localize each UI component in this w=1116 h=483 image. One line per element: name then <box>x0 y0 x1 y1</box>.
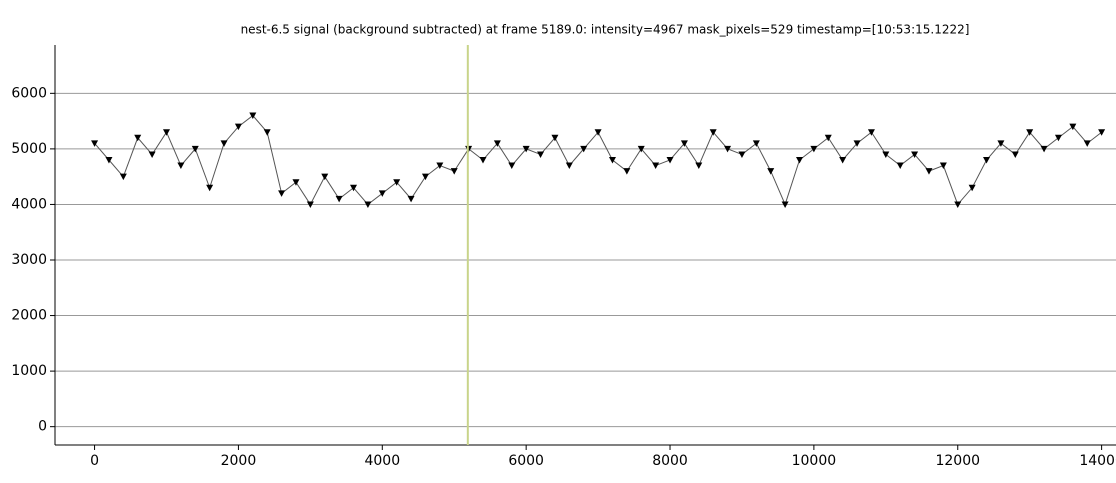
triangle-marker <box>810 145 818 153</box>
triangle-marker <box>680 140 688 147</box>
triangle-marker <box>824 134 832 142</box>
triangle-marker <box>91 140 99 147</box>
triangle-marker <box>220 140 228 147</box>
y-tick-label: 5000 <box>11 141 47 157</box>
triangle-marker <box>522 145 530 153</box>
triangle-marker <box>565 162 573 170</box>
triangle-marker <box>350 184 358 192</box>
triangle-marker <box>393 179 401 186</box>
triangle-marker <box>724 145 732 153</box>
triangle-marker <box>278 190 286 197</box>
triangle-marker <box>306 201 314 208</box>
y-tick-label: 4000 <box>11 196 47 212</box>
triangle-marker <box>1083 140 1091 147</box>
triangle-marker <box>162 129 170 136</box>
triangle-marker <box>795 157 803 164</box>
triangle-marker <box>436 162 444 170</box>
y-tick-label: 0 <box>38 419 47 435</box>
x-tick-label: 6000 <box>508 453 544 469</box>
triangle-marker <box>867 129 875 136</box>
triangle-marker <box>911 151 919 158</box>
triangle-marker <box>378 190 386 197</box>
triangle-marker <box>105 157 113 164</box>
triangle-marker <box>738 151 746 158</box>
triangle-marker <box>321 173 329 181</box>
triangle-marker <box>1026 129 1034 136</box>
triangle-marker <box>623 168 631 175</box>
x-tick-label: 0 <box>90 453 99 469</box>
x-tick-label: 8000 <box>652 453 688 469</box>
triangle-marker <box>421 173 429 181</box>
y-tick-label: 3000 <box>11 252 47 268</box>
triangle-marker <box>666 157 674 164</box>
triangle-marker <box>177 162 185 170</box>
triangle-marker <box>968 184 976 192</box>
triangle-marker <box>1040 145 1048 153</box>
triangle-marker <box>608 157 616 164</box>
triangle-marker <box>537 151 545 158</box>
triangle-marker <box>896 162 904 170</box>
triangle-marker <box>954 201 962 208</box>
triangle-marker <box>364 201 372 208</box>
triangle-marker <box>1069 123 1077 131</box>
triangle-marker <box>767 168 775 175</box>
triangle-marker <box>479 157 487 164</box>
triangle-marker <box>292 179 300 186</box>
triangle-marker <box>939 162 947 170</box>
triangle-marker <box>882 151 890 158</box>
triangle-marker <box>119 173 127 181</box>
triangle-marker <box>134 134 142 142</box>
triangle-marker <box>191 145 199 153</box>
triangle-marker <box>234 123 242 131</box>
triangle-marker <box>493 140 501 147</box>
triangle-marker <box>781 201 789 208</box>
triangle-marker <box>580 145 588 153</box>
y-tick-label: 6000 <box>11 85 47 101</box>
triangle-marker <box>335 195 343 203</box>
triangle-marker <box>1098 129 1106 136</box>
triangle-marker <box>637 145 645 153</box>
triangle-marker <box>450 168 458 175</box>
triangle-marker <box>853 140 861 147</box>
series-line <box>94 114 1102 206</box>
triangle-marker <box>1054 134 1062 142</box>
x-tick-label: 10000 <box>792 453 837 469</box>
x-tick-label: 14000 <box>1079 453 1116 469</box>
triangle-marker <box>1011 151 1019 158</box>
triangle-marker <box>407 195 415 203</box>
triangle-marker <box>594 129 602 136</box>
triangle-marker <box>249 112 257 120</box>
y-tick-label: 2000 <box>11 308 47 324</box>
triangle-marker <box>206 184 214 192</box>
y-tick-label: 1000 <box>11 363 47 379</box>
x-tick-label: 12000 <box>935 453 980 469</box>
triangle-marker <box>983 157 991 164</box>
triangle-marker <box>263 129 271 136</box>
triangle-marker <box>997 140 1005 147</box>
x-tick-label: 2000 <box>221 453 257 469</box>
chart-title: nest-6.5 signal (background subtracted) … <box>241 23 970 37</box>
triangle-marker <box>839 157 847 164</box>
triangle-marker <box>752 140 760 147</box>
triangle-marker <box>551 134 559 142</box>
x-tick-label: 4000 <box>364 453 400 469</box>
triangle-marker <box>652 162 660 170</box>
triangle-marker <box>148 151 156 158</box>
triangle-marker <box>925 168 933 175</box>
triangle-marker <box>709 129 717 136</box>
triangle-marker <box>695 162 703 170</box>
triangle-marker <box>508 162 516 170</box>
